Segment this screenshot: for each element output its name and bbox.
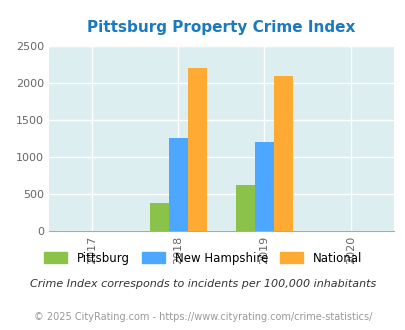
Bar [149,203,168,231]
Bar [187,68,206,231]
Bar [254,142,273,231]
Bar [168,138,187,231]
Text: Crime Index corresponds to incidents per 100,000 inhabitants: Crime Index corresponds to incidents per… [30,279,375,289]
Text: © 2025 CityRating.com - https://www.cityrating.com/crime-statistics/: © 2025 CityRating.com - https://www.city… [34,312,371,322]
Title: Pittsburg Property Crime Index: Pittsburg Property Crime Index [87,20,355,35]
Bar [235,185,254,231]
Legend: Pittsburg, New Hampshire, National: Pittsburg, New Hampshire, National [39,247,366,269]
Bar [273,76,292,231]
